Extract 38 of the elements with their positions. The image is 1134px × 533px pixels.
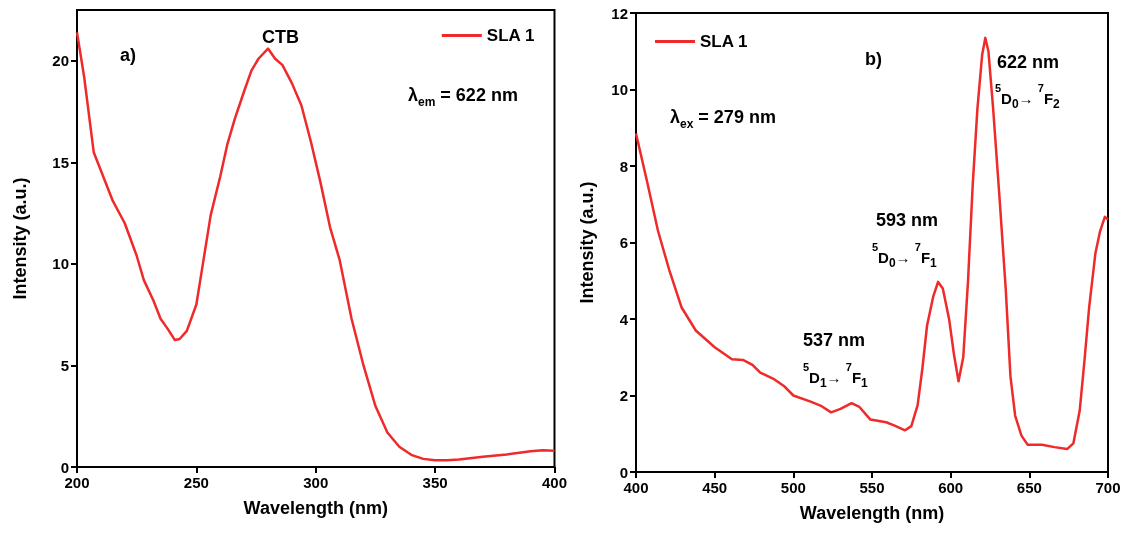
x-tick-label: 650 bbox=[1016, 479, 1042, 496]
annotation: a) bbox=[120, 45, 137, 65]
annotation: b) bbox=[865, 49, 882, 69]
x-tick-label: 400 bbox=[623, 479, 649, 496]
annotation: 537 nm bbox=[803, 330, 866, 350]
x-axis-title: Wavelength (nm) bbox=[799, 503, 945, 523]
x-tick-label: 350 bbox=[422, 474, 448, 491]
y-tick-label: 5 bbox=[60, 356, 69, 374]
x-tick-label: 700 bbox=[1095, 479, 1121, 496]
x-tick-label: 550 bbox=[859, 479, 885, 496]
x-tick-label: 200 bbox=[64, 474, 90, 491]
y-tick-label: 10 bbox=[611, 81, 628, 98]
x-tick-label: 450 bbox=[702, 479, 728, 496]
y-axis-title: Intensity (a.u.) bbox=[10, 177, 30, 300]
x-tick-label: 300 bbox=[303, 474, 329, 491]
legend-label: SLA 1 bbox=[700, 32, 748, 51]
y-tick-label: 2 bbox=[619, 387, 628, 404]
annotation: 593 nm bbox=[876, 210, 939, 230]
x-tick-label: 400 bbox=[541, 474, 567, 491]
y-tick-label: 4 bbox=[619, 310, 629, 328]
y-tick-label: 0 bbox=[619, 463, 628, 481]
legend-label: SLA 1 bbox=[486, 26, 535, 45]
y-tick-label: 15 bbox=[52, 153, 69, 171]
y-axis-title: Intensity (a.u.) bbox=[577, 181, 597, 304]
y-tick-label: 12 bbox=[611, 4, 628, 22]
y-tick-label: 0 bbox=[60, 458, 69, 476]
x-axis-title: Wavelength (nm) bbox=[243, 498, 388, 518]
line-series bbox=[634, 36, 1110, 451]
annotation: CTB bbox=[262, 27, 299, 47]
y-tick-label: 10 bbox=[52, 255, 69, 273]
line-series bbox=[75, 31, 556, 462]
y-tick-label: 6 bbox=[619, 234, 628, 251]
y-tick-label: 8 bbox=[619, 157, 628, 175]
y-tick-label: 20 bbox=[52, 52, 69, 70]
x-tick-label: 250 bbox=[183, 474, 209, 491]
x-tick-label: 500 bbox=[780, 479, 806, 496]
annotation: 622 nm bbox=[997, 52, 1060, 72]
x-tick-label: 600 bbox=[938, 479, 964, 496]
